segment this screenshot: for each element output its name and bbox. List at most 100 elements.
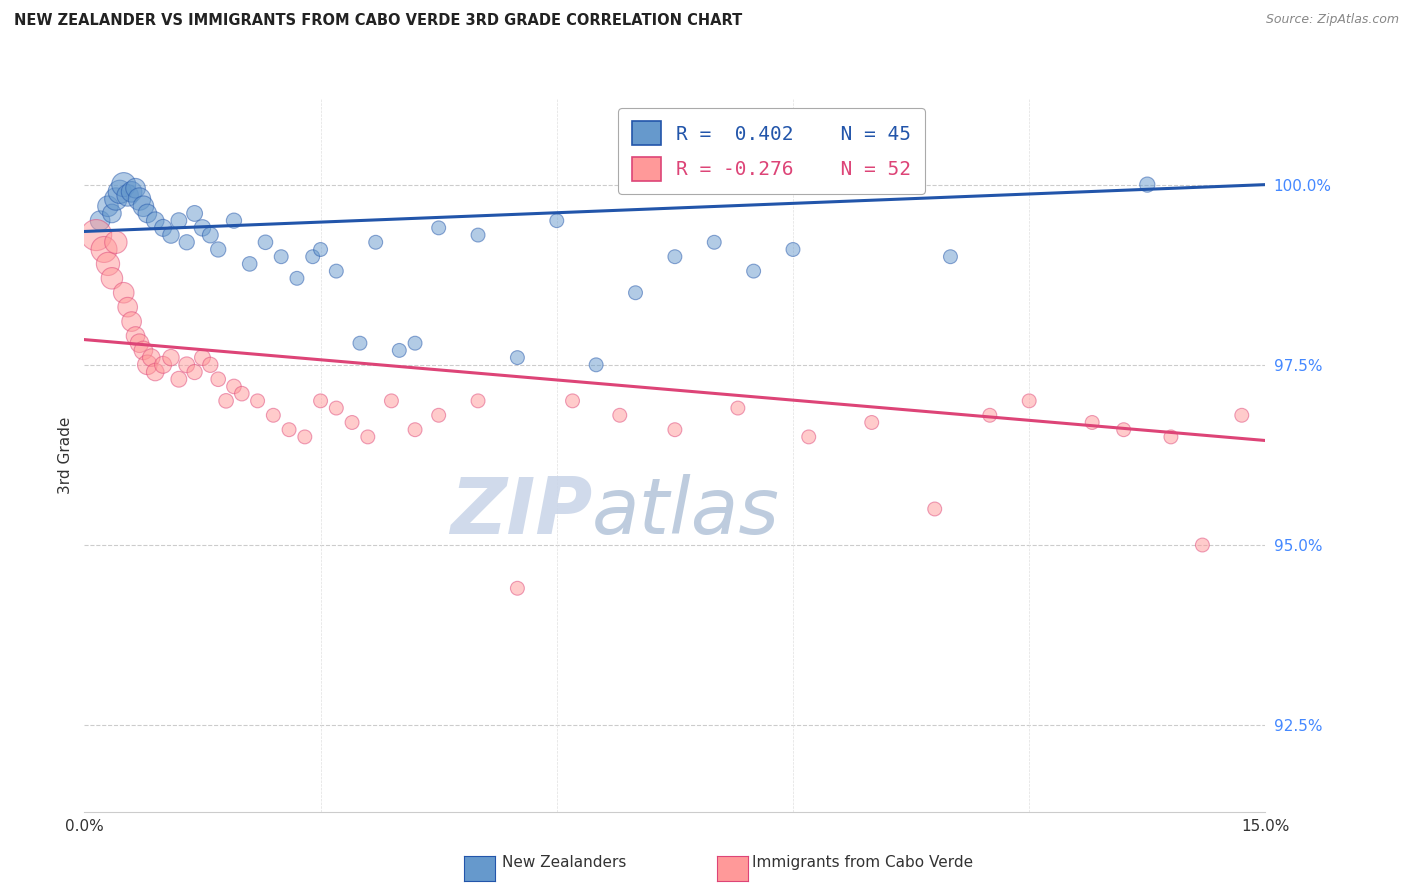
Point (301, 250, 323, 264)
Point (89, 213, 111, 227)
Point (262, 409, 284, 423)
Point (546, 213, 568, 227)
Point (183, 206, 205, 220)
Point (979, 409, 1001, 423)
Point (467, 228, 489, 243)
Point (143, 213, 166, 227)
Point (427, 220, 450, 235)
Point (104, 235, 127, 250)
Point (585, 358, 607, 372)
Point (364, 235, 387, 250)
Point (1112, 423, 1135, 437)
Point (404, 336, 426, 351)
Point (703, 235, 725, 250)
Point (176, 358, 198, 372)
Point (939, 250, 962, 264)
Point (143, 365, 166, 379)
Point (404, 423, 426, 437)
Point (200, 358, 222, 372)
Point (664, 423, 686, 437)
Point (325, 401, 347, 415)
Point (1018, 393, 1040, 408)
Point (309, 243, 332, 257)
Legend: R =  0.402    N = 45, R = -0.276    N = 52: R = 0.402 N = 45, R = -0.276 N = 52 (619, 108, 925, 194)
Point (112, 285, 135, 300)
Point (108, 185, 131, 199)
Point (84, 228, 107, 243)
Point (97, 199, 120, 213)
Point (924, 502, 946, 516)
Text: New Zealanders: New Zealanders (502, 855, 626, 870)
Point (270, 250, 292, 264)
Point (176, 235, 198, 250)
Point (1136, 178, 1159, 192)
Point (200, 228, 222, 243)
Point (340, 416, 363, 430)
Point (160, 228, 183, 243)
Point (246, 393, 269, 408)
Point (104, 192, 127, 206)
Point (101, 271, 124, 285)
Point (860, 416, 883, 430)
Point (117, 300, 139, 314)
Point (112, 178, 135, 192)
Point (191, 220, 214, 235)
Text: atlas: atlas (592, 474, 780, 550)
Point (183, 365, 205, 379)
Point (207, 372, 229, 386)
Point (207, 243, 229, 257)
Point (136, 358, 159, 372)
Point (124, 181, 146, 195)
Point (285, 271, 308, 285)
Point (222, 213, 245, 227)
Point (1081, 416, 1104, 430)
Text: Immigrants from Cabo Verde: Immigrants from Cabo Verde (752, 855, 973, 870)
Point (239, 257, 262, 271)
Point (101, 206, 124, 220)
Point (121, 315, 143, 329)
Text: Source: ZipAtlas.com: Source: ZipAtlas.com (1265, 13, 1399, 27)
Point (254, 235, 277, 250)
Point (506, 581, 529, 595)
Point (132, 199, 155, 213)
Point (97, 257, 120, 271)
Point (727, 401, 749, 415)
Point (561, 393, 583, 408)
Y-axis label: 3rd Grade: 3rd Grade (58, 417, 73, 493)
Point (167, 372, 190, 386)
Point (215, 393, 238, 408)
Point (624, 285, 647, 300)
Point (128, 336, 150, 351)
Point (128, 192, 150, 206)
Point (167, 213, 190, 227)
Point (506, 351, 529, 365)
Point (380, 393, 402, 408)
Point (309, 393, 332, 408)
Point (782, 243, 804, 257)
Point (132, 343, 155, 358)
Point (93, 243, 115, 257)
Point (152, 220, 174, 235)
Point (742, 264, 765, 278)
Point (136, 206, 159, 220)
Point (1191, 538, 1213, 552)
Point (467, 393, 489, 408)
Point (349, 336, 371, 351)
Point (427, 409, 450, 423)
Point (121, 185, 143, 199)
Text: ZIP: ZIP (450, 474, 592, 550)
Point (664, 250, 686, 264)
Point (152, 358, 174, 372)
Point (222, 379, 245, 393)
Point (278, 423, 301, 437)
Point (191, 351, 214, 365)
Point (357, 430, 380, 444)
Point (1160, 430, 1182, 444)
Point (231, 386, 253, 401)
Point (160, 351, 183, 365)
Text: NEW ZEALANDER VS IMMIGRANTS FROM CABO VERDE 3RD GRADE CORRELATION CHART: NEW ZEALANDER VS IMMIGRANTS FROM CABO VE… (14, 13, 742, 29)
Point (797, 430, 820, 444)
Point (388, 343, 411, 358)
Point (1230, 409, 1253, 423)
Point (609, 409, 631, 423)
